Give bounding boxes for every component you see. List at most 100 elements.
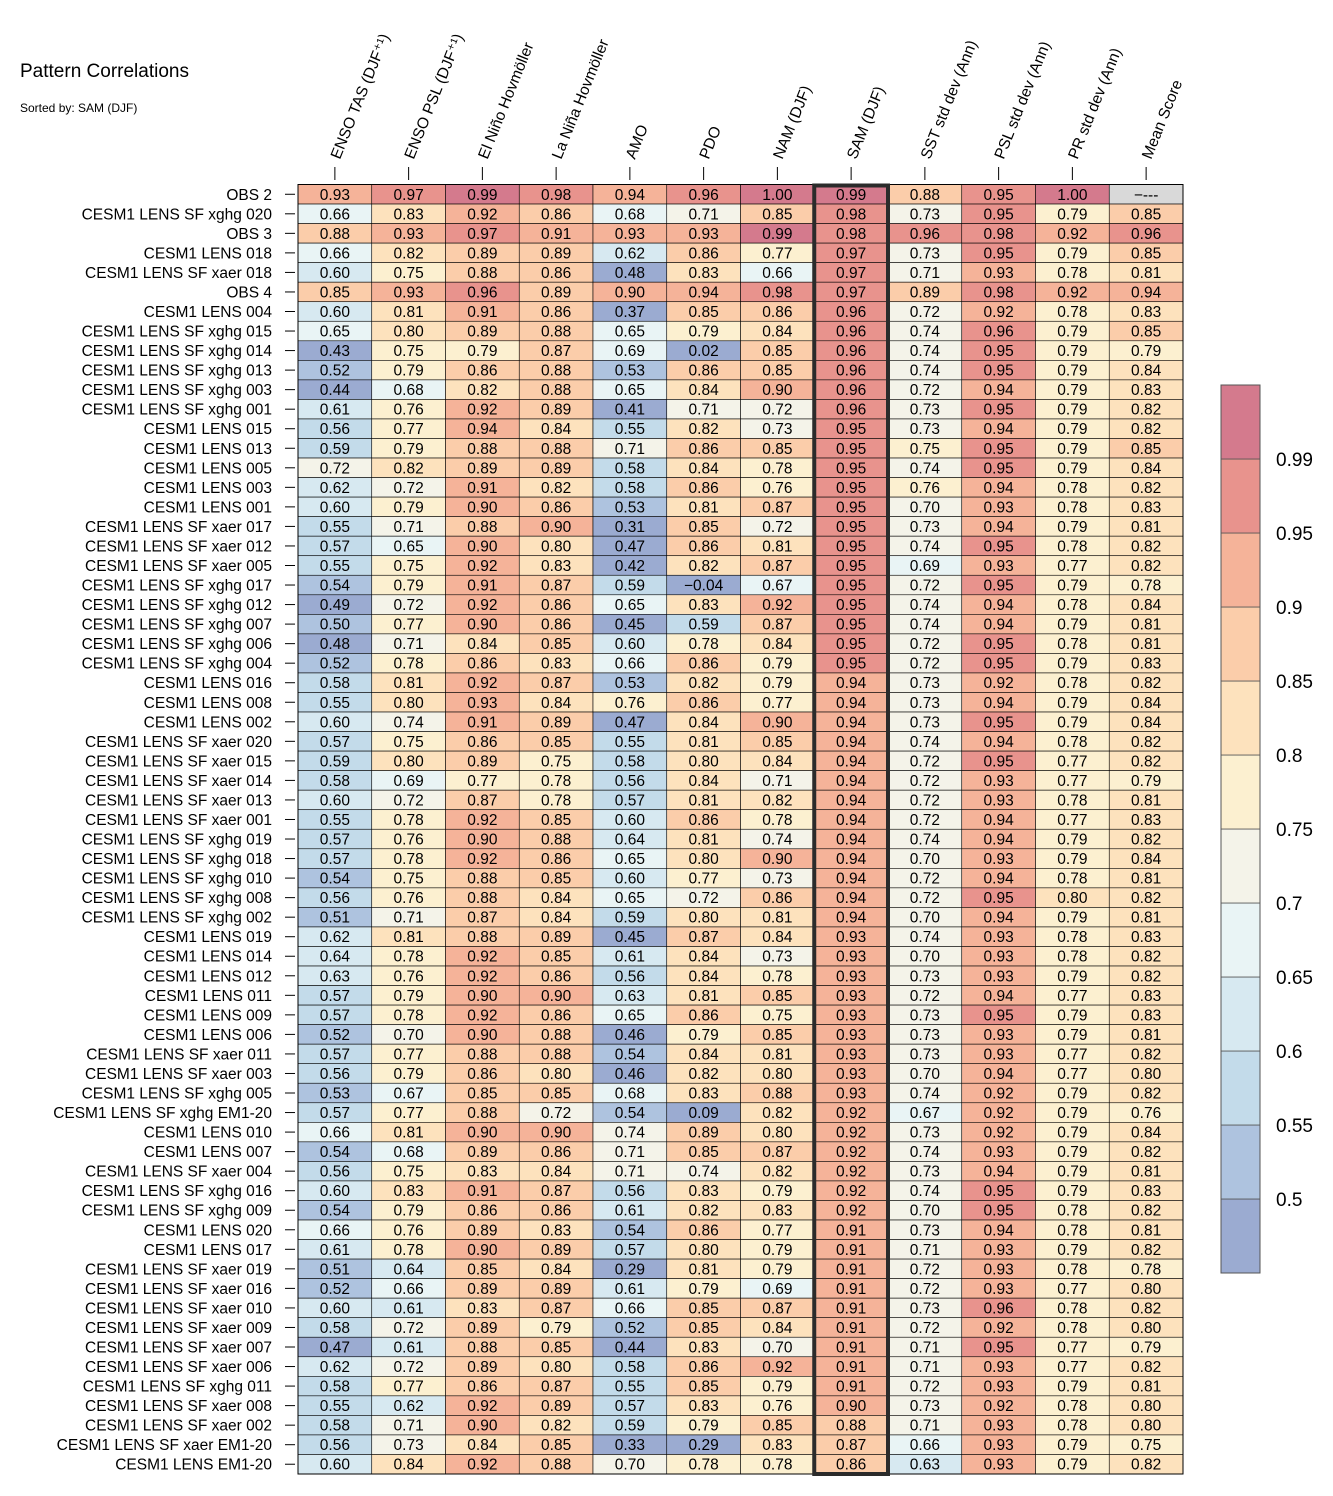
cell-value-label: 0.92 <box>836 1144 866 1161</box>
cell-value-label: 0.94 <box>836 890 867 907</box>
cell-value-label: 0.83 <box>467 1164 497 1181</box>
cell-value-label: 0.86 <box>689 538 719 555</box>
cell-value-label: 0.85 <box>1131 245 1161 262</box>
cell-value-label: 0.77 <box>1057 812 1087 829</box>
cell-value-label: 0.72 <box>320 460 350 477</box>
cell-value-label: 0.57 <box>320 1105 350 1122</box>
cell-value-label: 0.74 <box>910 832 941 849</box>
cell-value-label: 0.33 <box>615 1437 645 1454</box>
row-label: CESM1 LENS SF xghg 003 <box>82 382 272 399</box>
cell-value-label: 0.55 <box>320 519 350 536</box>
cell-value-label: 0.84 <box>1131 714 1162 731</box>
cell-value-label: 0.86 <box>689 245 719 262</box>
cell-value-label: 0.95 <box>836 538 866 555</box>
cell-value-label: 0.93 <box>836 1086 866 1103</box>
cell-value-label: 0.62 <box>615 245 645 262</box>
cell-value-label: 0.79 <box>1057 519 1087 536</box>
cell-value-label: 0.77 <box>689 871 719 888</box>
cell-value-label: 0.92 <box>467 968 497 985</box>
cell-value-label: 0.84 <box>1131 460 1162 477</box>
cell-value-label: 0.94 <box>984 519 1015 536</box>
cell-value-label: 0.85 <box>541 734 571 751</box>
sorted-column-highlight <box>812 183 890 1476</box>
cell-value-label: 0.79 <box>689 1418 719 1435</box>
cell-value-label: 0.93 <box>836 1007 866 1024</box>
cell-value-label: 0.88 <box>541 832 571 849</box>
cell-value-label: 0.83 <box>1131 1007 1161 1024</box>
row-label: CESM1 LENS SF xghg 013 <box>82 363 272 380</box>
row-label: CESM1 LENS 007 <box>144 1144 272 1161</box>
cell-value-label: 0.89 <box>541 284 571 301</box>
cell-value-label: 0.73 <box>394 1437 424 1454</box>
cell-value-label: 0.70 <box>910 910 941 927</box>
cell-value-label: 0.65 <box>320 324 350 341</box>
cell-value-label: 0.91 <box>836 1261 866 1278</box>
cell-value-label: 0.65 <box>615 851 645 868</box>
cell-value-label: 0.90 <box>467 988 498 1005</box>
cell-value-label: 0.85 <box>689 1379 719 1396</box>
cell-value-label: 0.95 <box>836 578 866 595</box>
cell-value-label: 0.53 <box>615 499 645 516</box>
cell-value-label: 0.80 <box>1131 1418 1162 1435</box>
cell-value-label: 0.79 <box>1057 1437 1087 1454</box>
colorbar-segment <box>1220 902 1261 978</box>
cell-value-label: 0.73 <box>910 206 940 223</box>
cell-value-label: 0.52 <box>320 363 350 380</box>
row-label: CESM1 LENS 008 <box>144 695 272 712</box>
cell-value-label: 0.92 <box>984 304 1014 321</box>
cell-value-label: 0.80 <box>541 538 572 555</box>
cell-value-label: 0.78 <box>689 636 719 653</box>
colorbar-tick-label: 0.85 <box>1276 672 1313 693</box>
cell-value-label: 0.66 <box>910 1437 940 1454</box>
cell-value-label: 0.86 <box>541 1203 571 1220</box>
cell-value-label: 0.94 <box>984 382 1015 399</box>
cell-value-label: 0.99 <box>467 187 497 204</box>
cell-value-label: 0.68 <box>615 1086 645 1103</box>
cell-value-label: 0.57 <box>320 1046 350 1063</box>
cell-value-label: 0.77 <box>1057 1340 1087 1357</box>
cell-value-label: 0.58 <box>615 480 645 497</box>
row-label: CESM1 LENS SF xaer 005 <box>85 558 272 575</box>
cell-value-label: 0.83 <box>1131 499 1161 516</box>
row-label: CESM1 LENS 003 <box>144 480 272 497</box>
cell-value-label: 0.80 <box>394 324 425 341</box>
cell-value-label: 0.92 <box>467 675 497 692</box>
cell-value-label: 0.77 <box>1057 558 1087 575</box>
cell-value-label: 0.94 <box>836 714 867 731</box>
cell-value-label: 0.84 <box>1131 851 1162 868</box>
cell-value-label: 0.90 <box>467 617 498 634</box>
cell-value-label: 0.76 <box>394 968 424 985</box>
cell-value-label: 0.74 <box>615 1125 646 1142</box>
cell-value-label: 0.88 <box>467 890 497 907</box>
row-label: CESM1 LENS SF xaer 019 <box>85 1261 272 1278</box>
cell-value-label: 0.84 <box>762 929 793 946</box>
row-label: CESM1 LENS SF xaer 011 <box>86 1046 272 1063</box>
cell-value-label: 0.54 <box>615 1222 646 1239</box>
cell-value-label: 0.54 <box>320 1203 351 1220</box>
cell-value-label: 0.79 <box>1057 460 1087 477</box>
cell-value-label: 0.85 <box>689 1320 719 1337</box>
cell-value-label: 0.79 <box>1057 1144 1087 1161</box>
row-label: CESM1 LENS 013 <box>144 441 272 458</box>
cell-value-label: 0.78 <box>1057 675 1087 692</box>
cell-value-label: 0.85 <box>541 1340 571 1357</box>
cell-value-label: 0.91 <box>467 1183 497 1200</box>
cell-value-label: 0.58 <box>320 675 350 692</box>
cell-value-label: 0.84 <box>541 695 572 712</box>
cell-value-label: 0.56 <box>615 773 645 790</box>
cell-value-label: 0.96 <box>467 284 497 301</box>
cell-value-label: 0.59 <box>320 441 350 458</box>
cell-value-label: 0.79 <box>762 1183 792 1200</box>
row-label: CESM1 LENS SF xaer 009 <box>85 1320 272 1337</box>
row-label: CESM1 LENS SF xghg 004 <box>82 656 273 673</box>
cell-value-label: 0.94 <box>984 1164 1015 1181</box>
cell-value-label: 0.65 <box>615 1007 645 1024</box>
cell-value-label: 0.83 <box>394 206 424 223</box>
cell-value-label: 0.74 <box>910 538 941 555</box>
row-label: CESM1 LENS SF xaer 016 <box>85 1281 272 1298</box>
cell-value-label: 0.98 <box>984 226 1014 243</box>
cell-value-label: 0.79 <box>1131 1340 1161 1357</box>
colorbar-border <box>1220 384 1261 1274</box>
cell-value-label: 0.61 <box>615 949 645 966</box>
cell-value-label: 0.79 <box>394 441 424 458</box>
